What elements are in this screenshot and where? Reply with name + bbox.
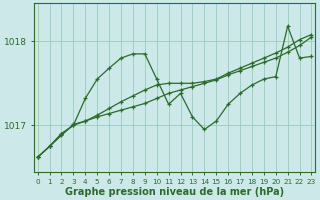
X-axis label: Graphe pression niveau de la mer (hPa): Graphe pression niveau de la mer (hPa) (65, 187, 284, 197)
